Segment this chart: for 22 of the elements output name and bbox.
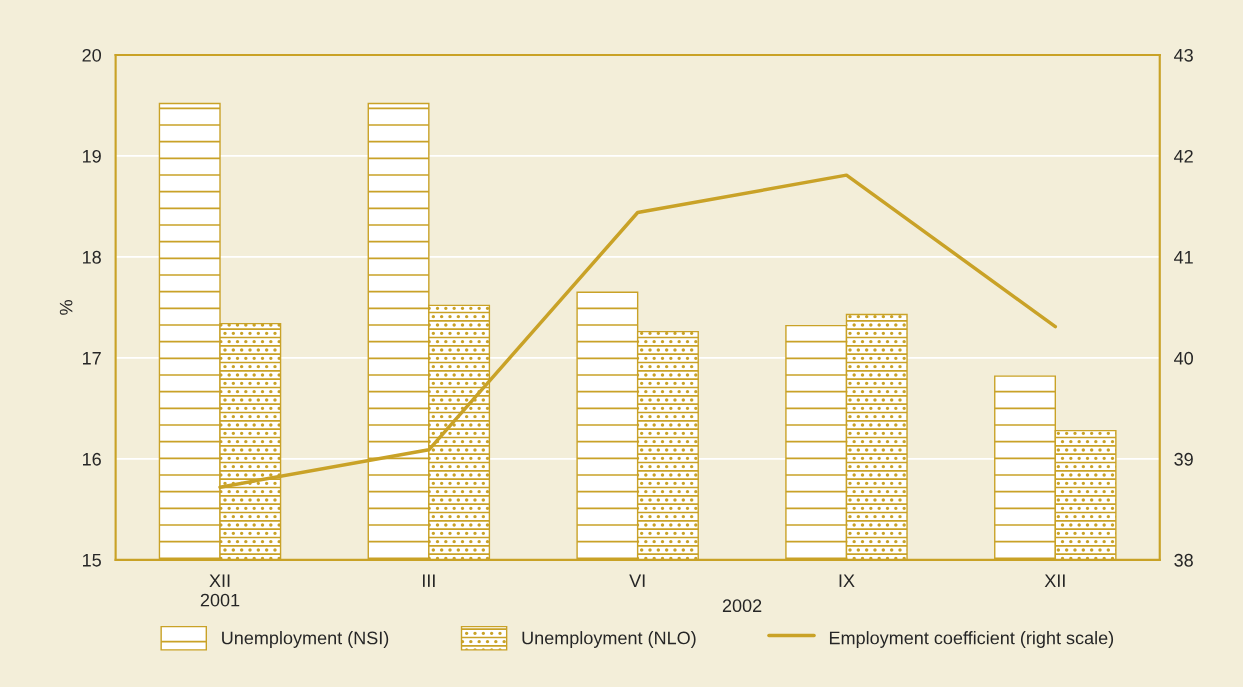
legend-label: Employment coefficient (right scale) [829, 631, 1114, 648]
y-tick-label: 17 [83, 352, 101, 365]
y-axis-title: % [59, 300, 73, 315]
y2-tick-label: 41 [1174, 251, 1193, 264]
y-tick-label: 16 [83, 452, 101, 466]
y-tick-label: 20 [82, 48, 102, 62]
legend-label: Unemployment (NLO) [522, 631, 696, 648]
y-tick-label: 19 [83, 149, 101, 163]
y2-tick-label: 42 [1174, 149, 1193, 163]
x-tick-label: III [422, 574, 435, 587]
y2-tick-label: 43 [1174, 48, 1193, 62]
x-tick-label: XII [1044, 574, 1065, 587]
y2-tick-label: 38 [1174, 553, 1193, 567]
y2-tick-label: 39 [1174, 452, 1193, 466]
legend-label: Unemployment (NSI) [222, 631, 389, 648]
y2-tick-label: 40 [1174, 351, 1193, 365]
x-tick-label: VI [629, 574, 645, 587]
y-tick-label: 18 [83, 250, 101, 264]
text: 2002 [722, 599, 762, 613]
x-tick-label: IX [839, 574, 855, 587]
y-tick-label: 15 [83, 554, 101, 567]
x-tick-label: XII 2001 [200, 574, 240, 607]
